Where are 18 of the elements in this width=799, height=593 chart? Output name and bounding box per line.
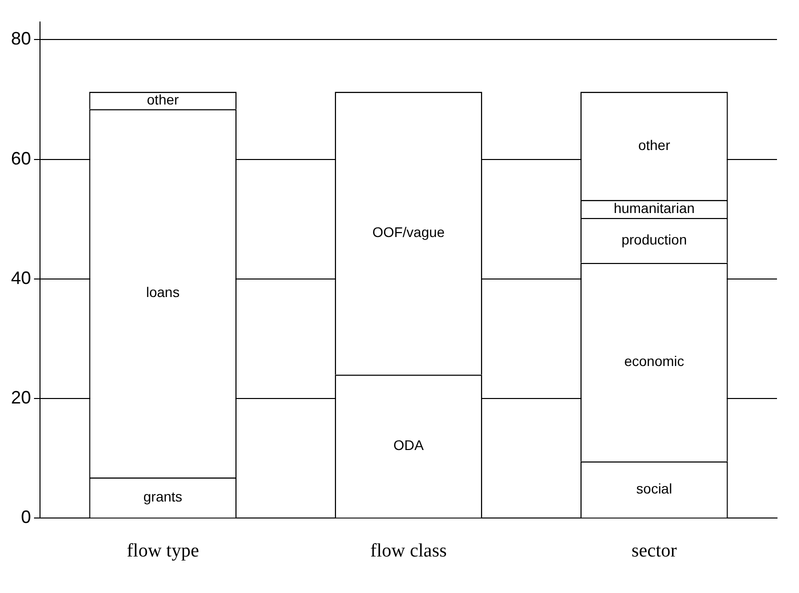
- y-tick-label: 20: [10, 388, 32, 408]
- series-label: ODA: [393, 437, 424, 454]
- series-label: humanitarian: [614, 200, 695, 216]
- y-tick-label: 60: [10, 148, 32, 168]
- series-label: social: [636, 480, 672, 496]
- series-label: other: [146, 91, 180, 108]
- series-label: production: [621, 231, 687, 248]
- series-label: grants: [143, 488, 182, 504]
- x-tick-label: flow class: [370, 540, 447, 562]
- y-tick-label: 40: [10, 268, 32, 288]
- series-label: OOF/vague: [372, 224, 445, 240]
- y-tick-label: 80: [10, 28, 32, 49]
- x-tick-label: flow type: [126, 540, 199, 562]
- series-label: other: [638, 136, 670, 153]
- y-tick-label: 0: [21, 507, 32, 528]
- series-label: economic: [624, 352, 684, 369]
- series-label: loans: [146, 284, 180, 300]
- x-tick-label: sector: [631, 540, 678, 562]
